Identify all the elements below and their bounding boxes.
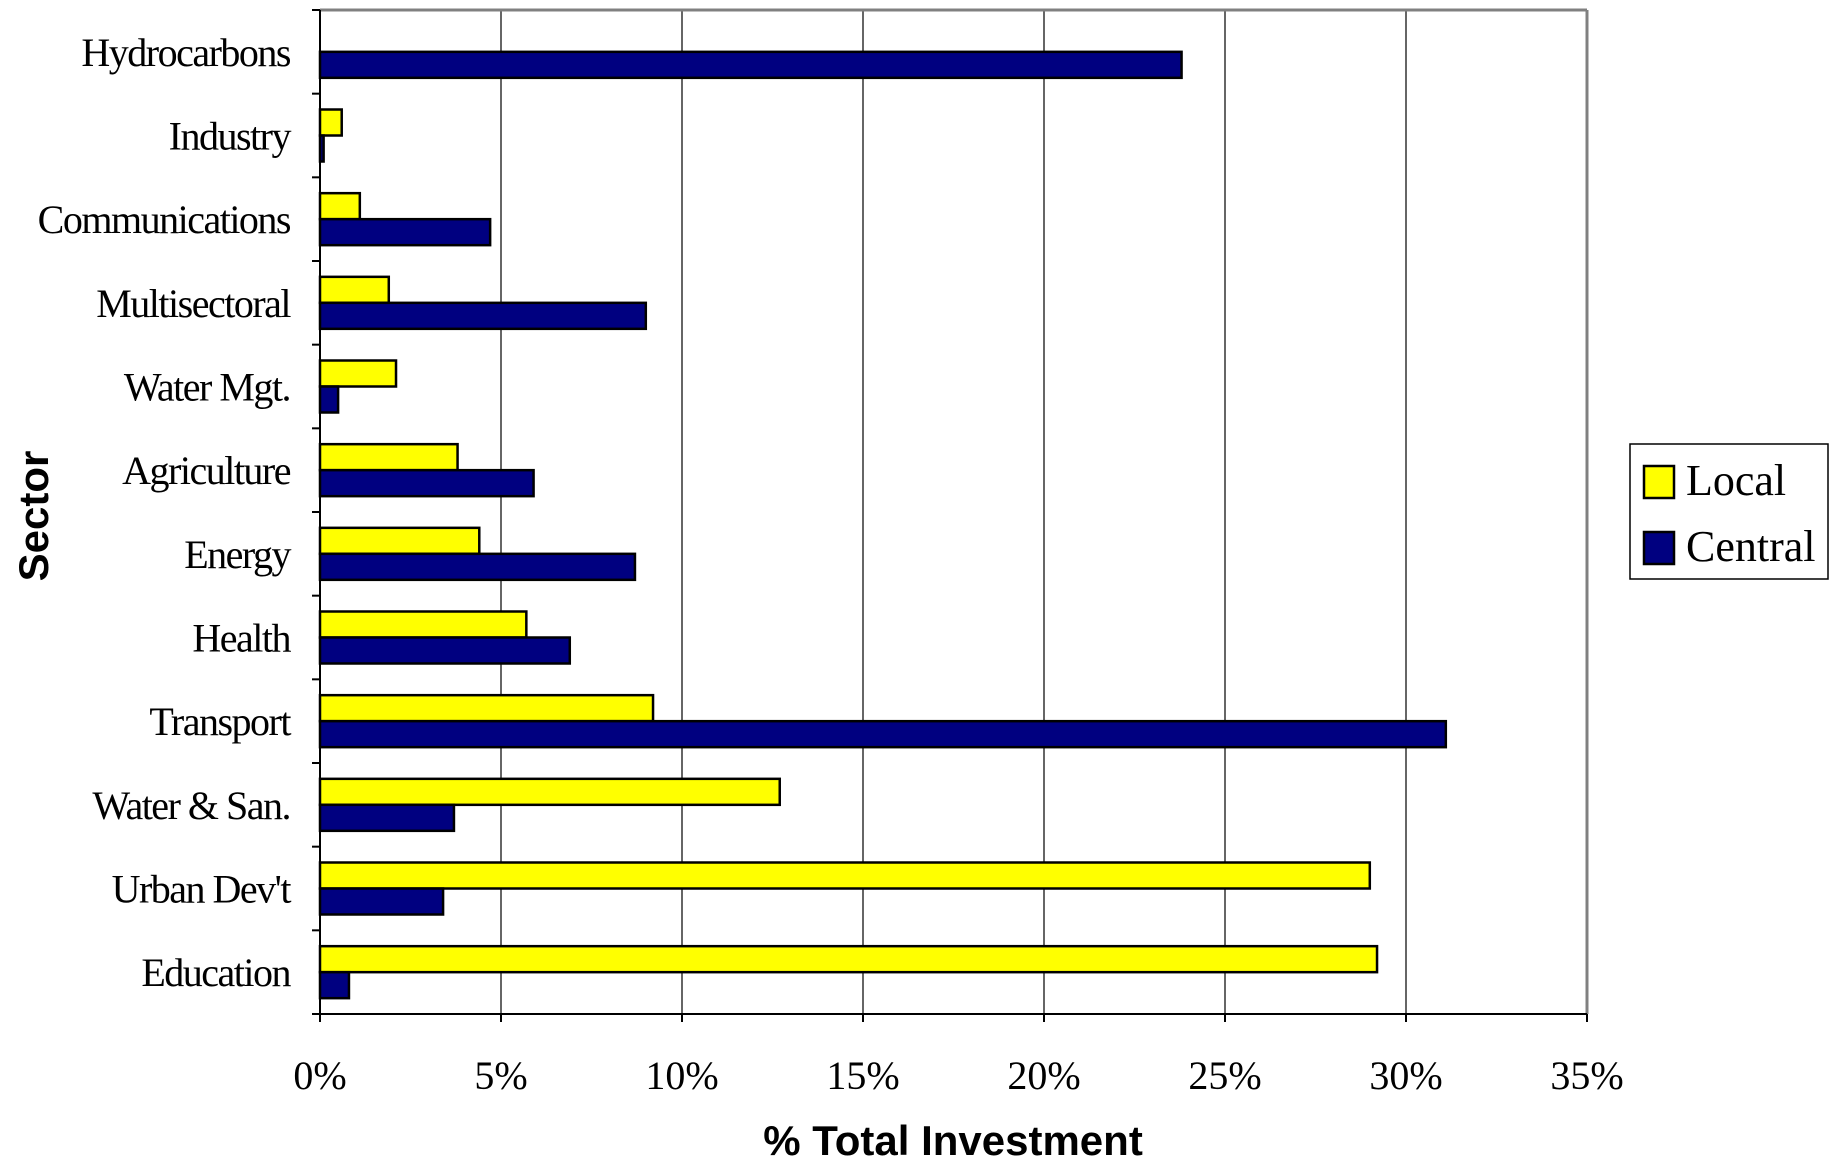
category-label: Water & San. [92, 783, 290, 828]
legend: Local Central [1629, 443, 1829, 580]
category-label: Agriculture [122, 448, 291, 493]
category-label: Urban Dev't [112, 867, 292, 912]
x-tick-label: 35% [1550, 1053, 1623, 1098]
bar-central [318, 552, 637, 582]
bar-local [318, 526, 481, 556]
x-tick-label: 20% [1007, 1053, 1080, 1098]
bar-local [318, 275, 391, 305]
legend-label: Local [1686, 456, 1786, 505]
bar-central [318, 636, 572, 665]
x-tick-label: 25% [1188, 1053, 1261, 1098]
bar-central [318, 301, 648, 331]
legend-label: Central [1686, 522, 1816, 571]
axes [312, 8, 1589, 1022]
category-label: Transport [149, 699, 291, 744]
bar-local [318, 359, 398, 388]
legend-swatch [1642, 530, 1676, 566]
bar-local [318, 191, 362, 221]
bar-local [318, 944, 1379, 974]
bar-local [318, 861, 1372, 890]
x-axis-title: % Total Investment [763, 1117, 1143, 1164]
bar-local [318, 108, 343, 137]
category-label: Water Mgt. [124, 365, 290, 410]
bar-central [318, 50, 1183, 80]
legend-swatch [1642, 464, 1676, 500]
x-tick-label: 10% [645, 1053, 718, 1098]
bars [318, 50, 1448, 1000]
bar-central [318, 970, 351, 1000]
bar-central [318, 803, 456, 833]
bar-central [318, 217, 492, 247]
bar-central [318, 719, 1448, 749]
gridlines [500, 10, 1407, 1014]
bar-local [318, 610, 528, 639]
bar-local [318, 693, 655, 723]
category-label: Health [192, 616, 291, 661]
bar-local [318, 777, 781, 807]
category-label: Multisectoral [96, 281, 291, 326]
x-tick-labels: 0% 5% 10% 15% 20% 25% 30% 35% [293, 1053, 1623, 1098]
bar-central [318, 887, 445, 916]
x-tick-label: 30% [1369, 1053, 1442, 1098]
category-label: Energy [184, 532, 291, 577]
category-label: Industry [169, 114, 292, 159]
bar-central [318, 468, 535, 498]
x-tick-label: 15% [826, 1053, 899, 1098]
x-tick-label: 0% [293, 1053, 346, 1098]
y-axis-title: Sector [10, 451, 57, 582]
category-label: Hydrocarbons [81, 30, 291, 75]
category-label: Education [141, 950, 291, 995]
x-tick-label: 5% [474, 1053, 527, 1098]
bar-local [318, 442, 459, 472]
category-labels: Hydrocarbons Industry Communications Multis… [38, 30, 293, 995]
category-label: Communications [38, 197, 291, 242]
bar-central [318, 385, 340, 414]
